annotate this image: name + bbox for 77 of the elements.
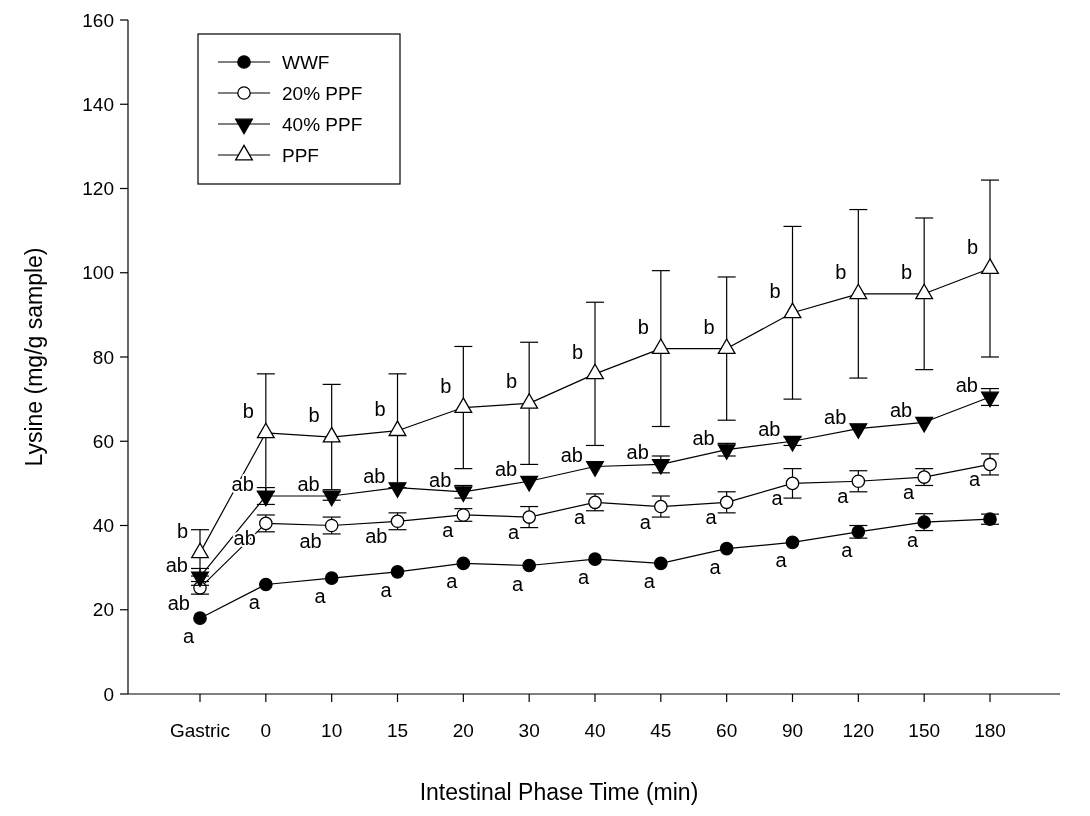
- annotation: b: [571, 340, 583, 363]
- x-tick-label: 10: [321, 720, 343, 741]
- annotation: b: [769, 279, 781, 302]
- legend-label: 40% PPF: [282, 113, 363, 135]
- annotation: a: [968, 468, 981, 491]
- annotation: a: [573, 506, 586, 529]
- annotation: ab: [758, 418, 781, 441]
- annotation: b: [242, 399, 254, 422]
- annotation: a: [512, 572, 525, 595]
- annotation: ab: [889, 399, 913, 422]
- annotation: ab: [299, 529, 322, 552]
- annotation: ab: [692, 426, 715, 449]
- legend-label: 20% PPF: [282, 82, 363, 104]
- annotation: a: [709, 555, 722, 578]
- annotation: b: [835, 260, 847, 283]
- annotation: ab: [167, 591, 190, 614]
- annotation: a: [907, 529, 920, 552]
- annotation: a: [577, 566, 590, 589]
- annotation: a: [841, 538, 854, 561]
- x-axis-title: Intestinal Phase Time (min): [419, 779, 699, 805]
- annotation: ab: [560, 443, 583, 466]
- annotation: a: [639, 510, 652, 533]
- annotation: a: [182, 625, 195, 648]
- annotation: ab: [365, 525, 388, 548]
- y-tick-label: 160: [82, 9, 114, 31]
- annotation: ab: [429, 468, 452, 491]
- annotation: a: [446, 570, 459, 593]
- x-tick-label: 40: [584, 720, 606, 741]
- annotation: b: [703, 315, 715, 338]
- legend-label: PPF: [282, 144, 319, 166]
- y-axis-title: Lysine (mg/g sample): [21, 247, 47, 467]
- annotation: b: [176, 519, 188, 542]
- annotation: a: [248, 591, 261, 614]
- annotation: a: [775, 549, 788, 572]
- annotation: a: [837, 485, 850, 508]
- annotation: a: [380, 578, 393, 601]
- y-tick-label: 60: [92, 430, 114, 452]
- annotation: b: [637, 315, 649, 338]
- annotation: a: [643, 570, 656, 593]
- x-tick-label: 120: [842, 720, 875, 741]
- y-tick-label: 0: [103, 683, 114, 705]
- y-tick-label: 40: [92, 515, 114, 537]
- annotation: ab: [165, 553, 188, 576]
- x-tick-label: 20: [452, 720, 474, 741]
- x-tick-label: 180: [974, 720, 1006, 741]
- y-tick-label: 20: [92, 599, 114, 621]
- annotation: a: [508, 521, 521, 544]
- x-tick-label: 30: [518, 720, 540, 741]
- x-tick-label: 60: [716, 720, 738, 741]
- annotation: b: [966, 235, 978, 258]
- annotation: a: [771, 487, 784, 510]
- annotation: ab: [297, 473, 320, 496]
- annotation: ab: [363, 464, 386, 487]
- legend-label: WWF: [282, 51, 330, 73]
- x-tick-label: 15: [386, 720, 409, 741]
- annotation: b: [374, 397, 386, 420]
- annotation: b: [901, 260, 913, 283]
- annotation: a: [442, 518, 455, 541]
- x-tick-label: 0: [260, 720, 272, 741]
- annotation: b: [506, 370, 518, 393]
- annotation: ab: [824, 405, 847, 428]
- annotation: a: [903, 481, 916, 504]
- annotation: b: [440, 374, 452, 397]
- annotation: ab: [626, 441, 649, 464]
- x-tick-label: 150: [908, 720, 941, 741]
- y-tick-label: 80: [92, 346, 114, 368]
- annotation: ab: [955, 374, 978, 397]
- annotation: b: [308, 404, 320, 427]
- annotation: a: [705, 506, 718, 529]
- annotation: ab: [494, 458, 518, 481]
- y-tick-label: 140: [82, 93, 114, 115]
- y-tick-label: 120: [82, 178, 114, 200]
- x-tick-label: 90: [781, 720, 804, 741]
- x-tick-label: 45: [650, 720, 672, 741]
- x-tick-label: Gastric: [169, 720, 231, 741]
- y-tick-label: 100: [82, 262, 114, 284]
- annotation: a: [314, 585, 327, 608]
